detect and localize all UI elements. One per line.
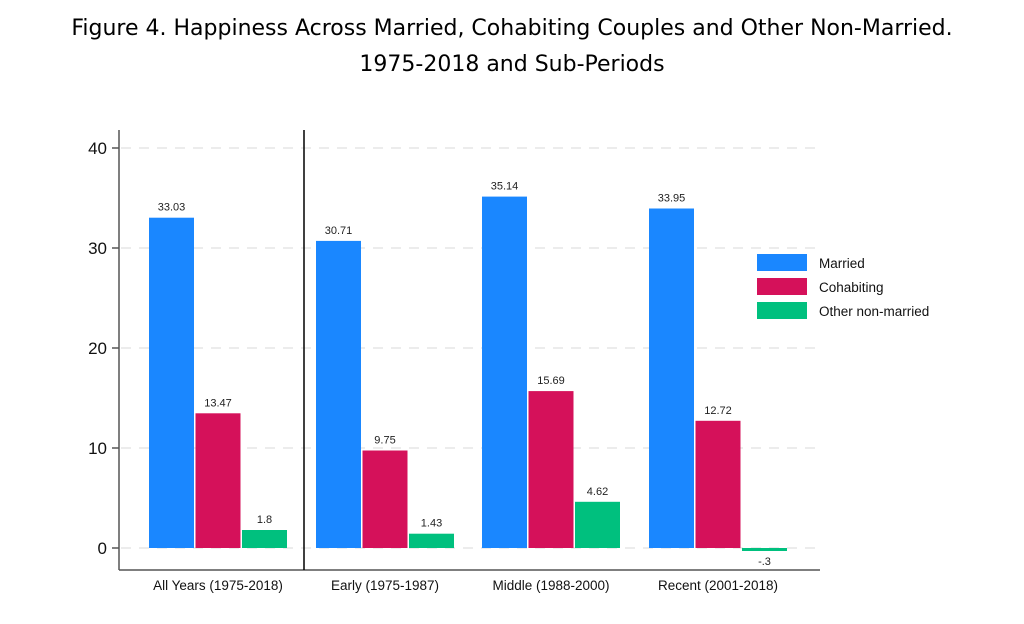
data-label: 33.95 xyxy=(658,193,686,205)
x-tick-label: Early (1975-1987) xyxy=(331,578,439,593)
bar-other-non-married xyxy=(742,548,787,551)
bar-married xyxy=(482,196,527,548)
bar-other-non-married xyxy=(242,530,287,548)
y-tick-label: 0 xyxy=(98,539,107,558)
bar-other-non-married xyxy=(409,533,454,548)
data-label: 1.8 xyxy=(257,514,272,526)
data-label: -.3 xyxy=(758,556,771,568)
legend-label: Cohabiting xyxy=(819,280,884,295)
bar-cohabiting xyxy=(362,450,408,548)
bar-cohabiting xyxy=(695,420,741,548)
bar-other-non-married xyxy=(575,501,620,548)
bar-married xyxy=(149,217,194,548)
chart-subtitle: 1975-2018 and Sub-Periods xyxy=(359,52,665,77)
data-label: 30.71 xyxy=(325,225,353,237)
data-label: 13.47 xyxy=(204,397,232,409)
y-tick-label: 20 xyxy=(88,339,107,358)
x-tick-label: Middle (1988-2000) xyxy=(492,578,609,593)
legend-label: Married xyxy=(819,256,865,271)
bar-cohabiting xyxy=(528,391,574,548)
data-label: 35.14 xyxy=(491,181,519,193)
y-tick-label: 30 xyxy=(88,239,107,258)
data-label: 33.03 xyxy=(158,202,186,214)
bar-cohabiting xyxy=(195,413,241,548)
data-label: 9.75 xyxy=(374,435,395,447)
legend-swatch xyxy=(757,302,807,319)
x-tick-label: All Years (1975-2018) xyxy=(153,578,283,593)
data-label: 1.43 xyxy=(421,518,442,530)
y-tick-label: 10 xyxy=(88,439,107,458)
data-label: 4.62 xyxy=(587,486,608,498)
chart-title: Figure 4. Happiness Across Married, Coha… xyxy=(71,16,953,41)
x-tick-label: Recent (2001-2018) xyxy=(658,578,778,593)
legend-swatch xyxy=(757,254,807,271)
legend-label: Other non-married xyxy=(819,304,929,319)
bar-married xyxy=(649,208,694,548)
y-tick-label: 40 xyxy=(88,139,107,158)
data-label: 12.72 xyxy=(704,405,732,417)
bar-married xyxy=(316,240,361,548)
legend-swatch xyxy=(757,278,807,295)
data-label: 15.69 xyxy=(537,375,565,387)
